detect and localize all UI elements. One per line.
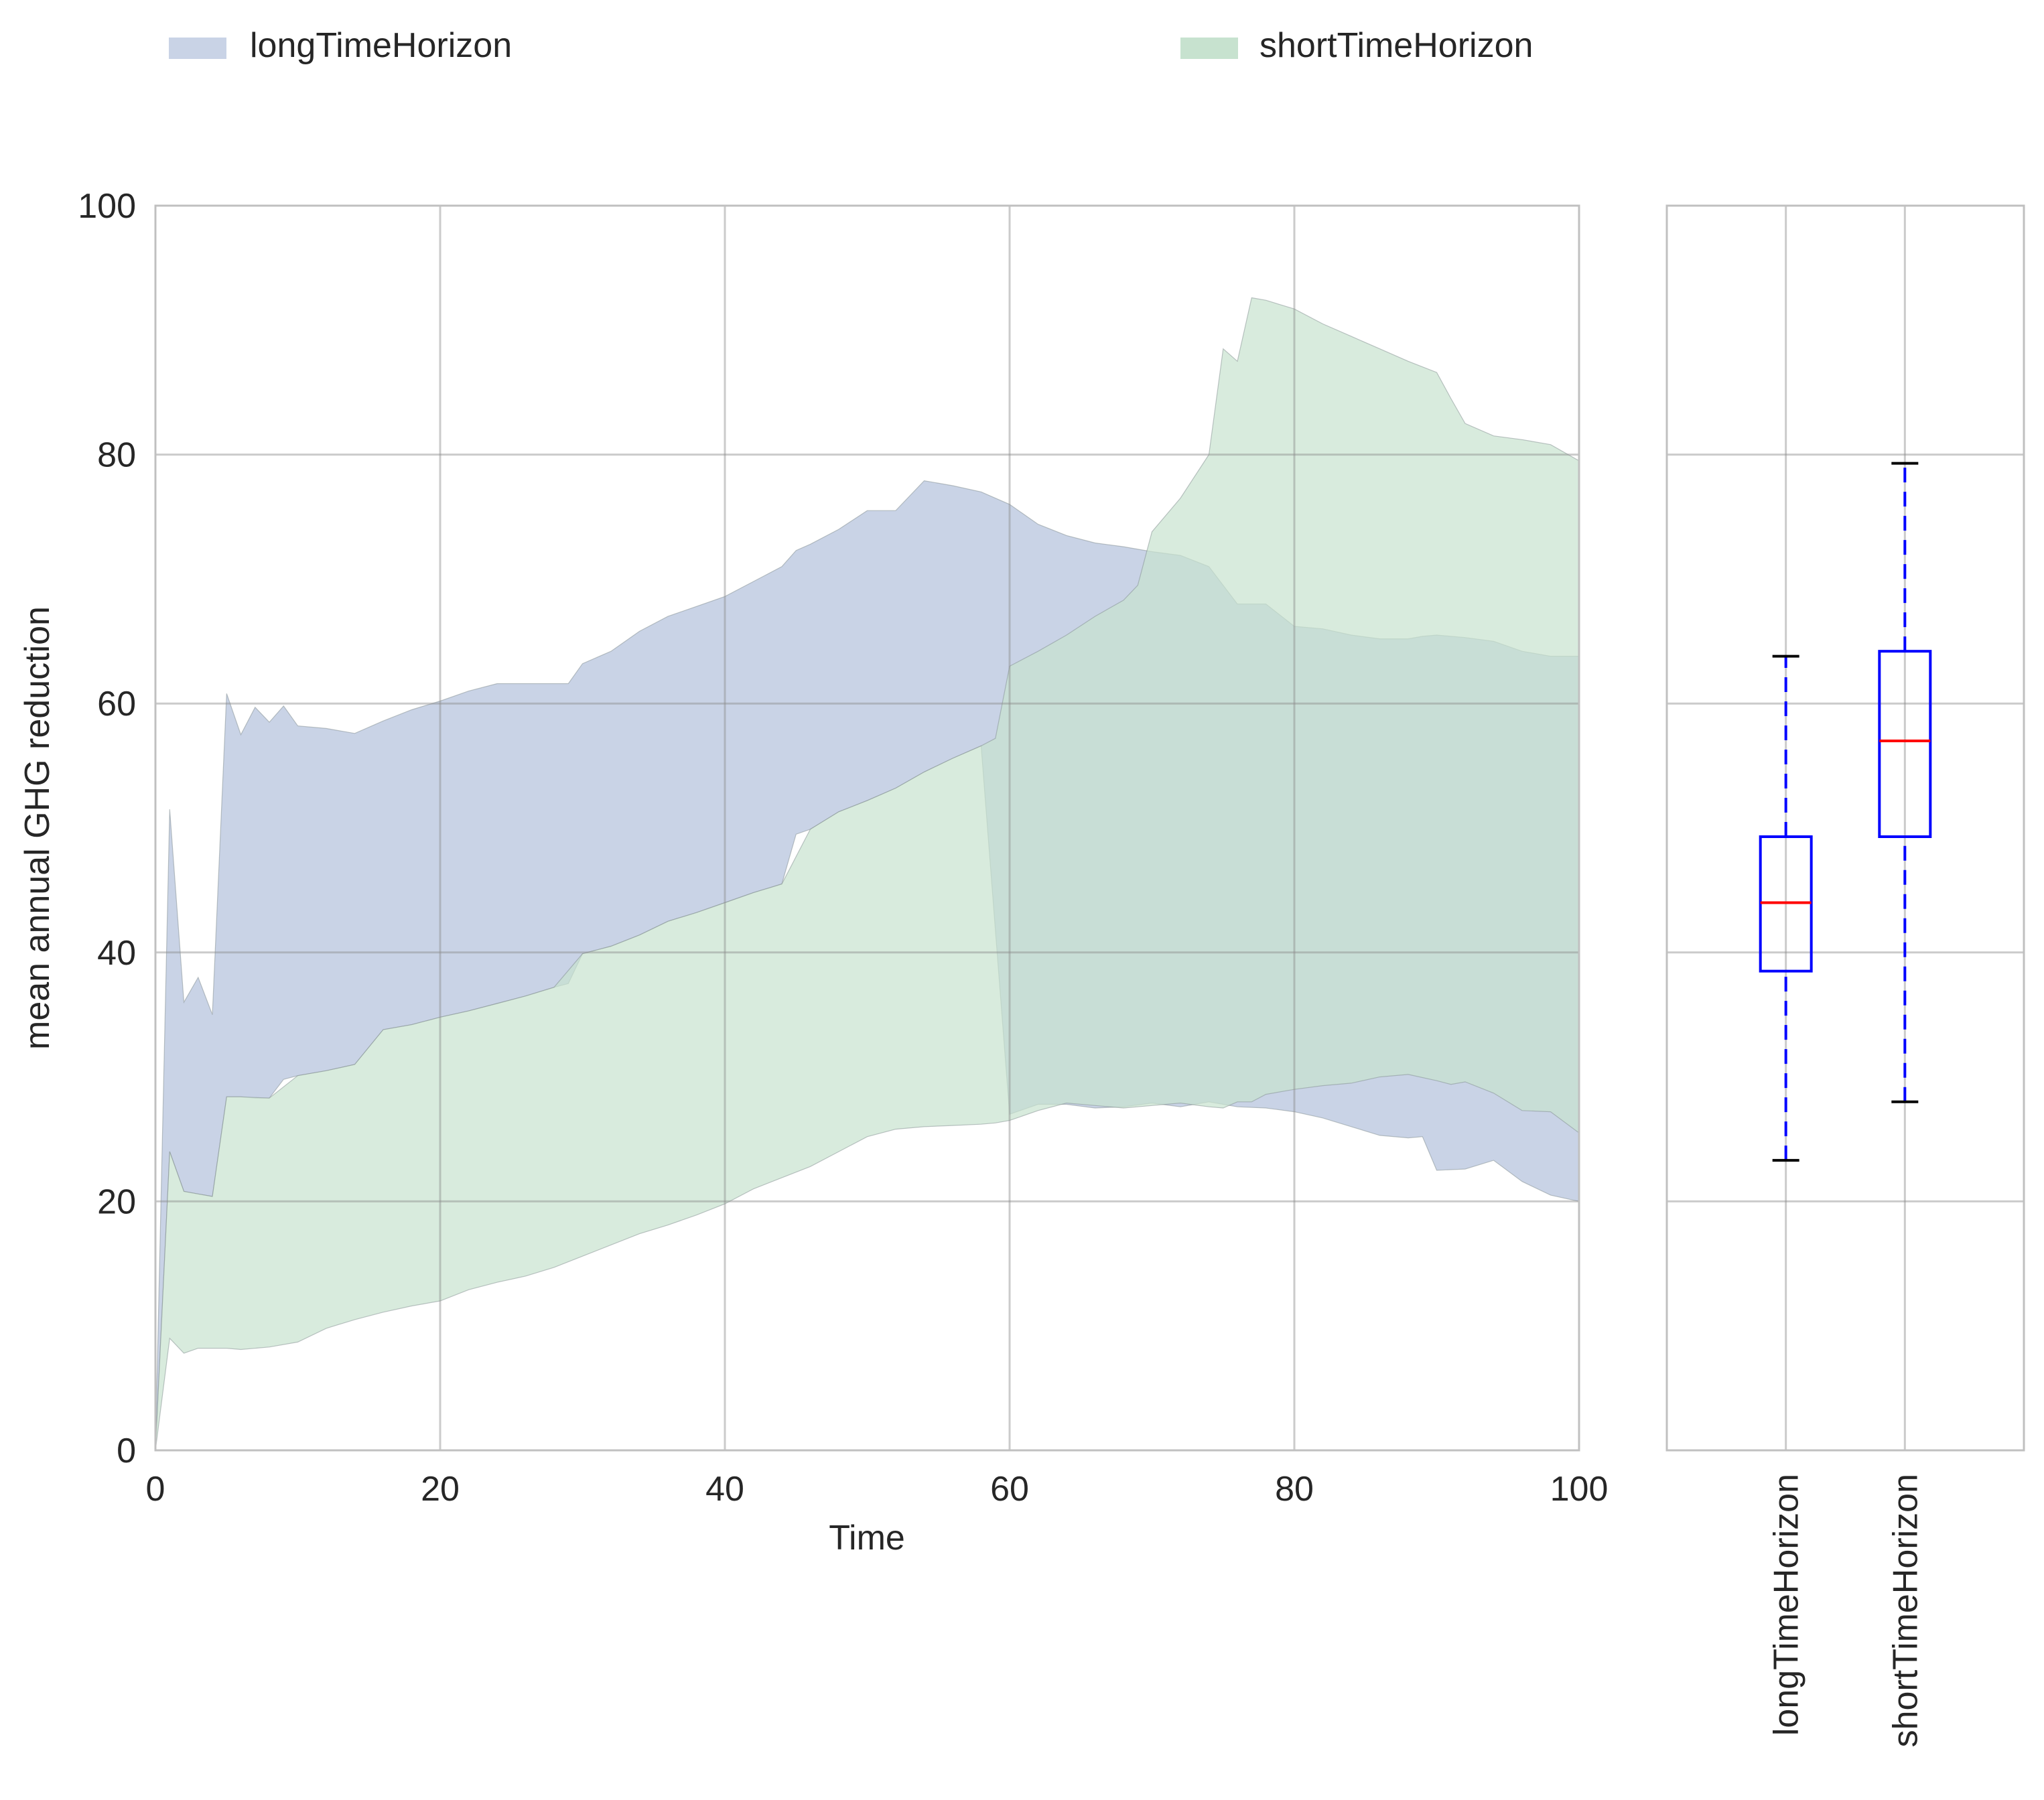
legend-label-0: longTimeHorizon (250, 26, 512, 65)
box-plot-frame (1665, 204, 2025, 1452)
x-axis-label: Time (829, 1519, 905, 1557)
box-plot: longTimeHorizon shortTimeHorizon (1665, 204, 2025, 1747)
x-tick-label: 0 (146, 1470, 165, 1509)
box-marks (1759, 462, 1932, 1162)
x-tick-label: 100 (1550, 1470, 1609, 1509)
box-category-label: longTimeHorizon (1767, 1474, 1806, 1736)
box-category-label: shortTimeHorizon (1886, 1474, 1925, 1747)
legend: longTimeHorizon shortTimeHorizon (169, 26, 1533, 65)
x-tick-label: 60 (990, 1470, 1029, 1509)
main-plot-frame (154, 204, 1580, 1452)
legend-swatch-1 (1180, 38, 1238, 59)
y-tick-label: 20 (97, 1182, 136, 1221)
box-category-labels: longTimeHorizon shortTimeHorizon (1767, 1474, 1925, 1747)
x-tick-label: 40 (705, 1470, 744, 1509)
box-shortTimeHorizon (1878, 462, 1932, 1103)
iqr-box (1878, 650, 1932, 839)
y-tick-label: 60 (97, 685, 136, 723)
main-plot: 0 20 40 60 80 100 0 20 40 60 80 100 Time mean annu… (18, 187, 1608, 1557)
box-longTimeHorizon (1759, 654, 1813, 1162)
y-tick-labels: 0 20 40 60 80 100 (78, 187, 136, 1470)
y-tick-label: 0 (117, 1432, 136, 1470)
y-tick-label: 40 (97, 934, 136, 973)
y-tick-label: 100 (78, 187, 136, 226)
x-tick-label: 20 (421, 1470, 460, 1509)
legend-swatch-0 (169, 38, 226, 59)
x-tick-labels: 0 20 40 60 80 100 (146, 1470, 1609, 1509)
y-axis-label: mean annual GHG reduction (18, 606, 57, 1050)
y-tick-label: 80 (97, 436, 136, 475)
x-tick-label: 80 (1275, 1470, 1314, 1509)
legend-label-1: shortTimeHorizon (1259, 26, 1533, 65)
